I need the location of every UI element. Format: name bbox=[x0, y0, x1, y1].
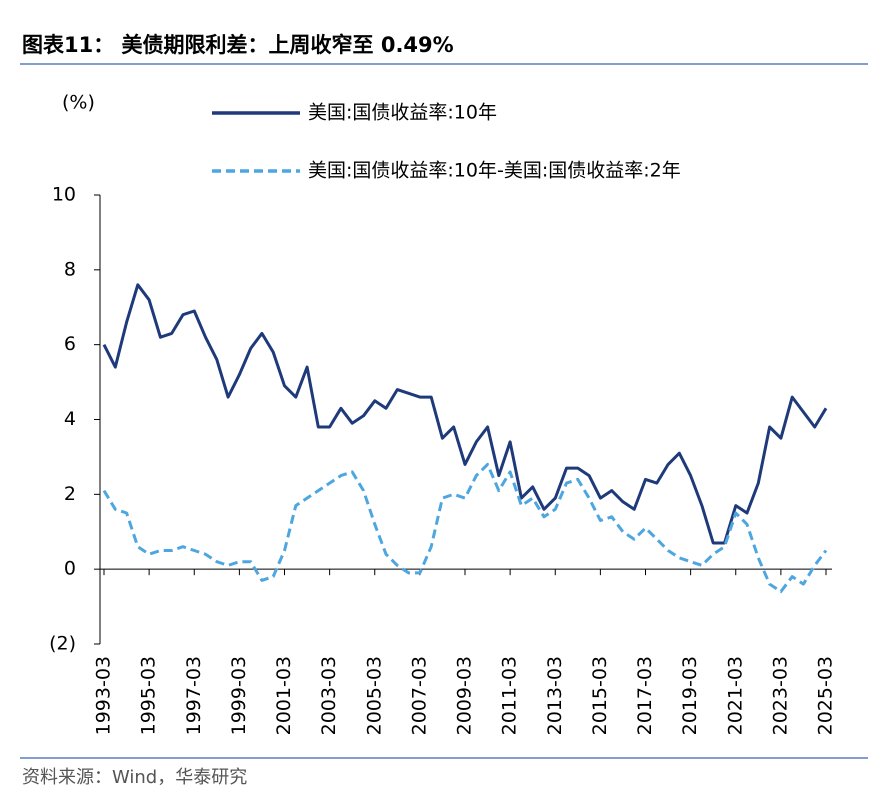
x-tick-label: 1993-03 bbox=[93, 656, 115, 735]
x-tick-label: 2013-03 bbox=[544, 656, 566, 735]
y-tick-label: (2) bbox=[49, 633, 76, 655]
source: 资料来源：Wind，华泰研究 bbox=[22, 767, 247, 788]
y-tick-label: 10 bbox=[52, 184, 76, 206]
x-tick-label: 2009-03 bbox=[454, 656, 476, 735]
y-tick-label: 0 bbox=[64, 558, 76, 580]
x-tick-label: 1995-03 bbox=[138, 656, 160, 735]
y-tick-label: 4 bbox=[64, 408, 76, 430]
y-tick-label: 8 bbox=[64, 258, 76, 280]
x-tick-label: 2003-03 bbox=[318, 656, 340, 735]
x-tick-label: 2007-03 bbox=[408, 656, 430, 735]
series-line bbox=[102, 283, 828, 545]
chart-title: 图表11： 美债期限利差：上周收窄至 0.49% bbox=[22, 33, 454, 57]
x-tick-label: 2015-03 bbox=[589, 656, 611, 735]
x-tick-label: 1997-03 bbox=[183, 656, 205, 735]
x-tick-label: 2017-03 bbox=[634, 656, 656, 735]
x-tick-label: 2025-03 bbox=[815, 656, 837, 735]
x-tick-label: 1999-03 bbox=[228, 656, 250, 735]
x-tick-label: 2023-03 bbox=[769, 656, 791, 735]
x-tick-label: 2011-03 bbox=[499, 656, 521, 735]
y-tick-label: 2 bbox=[64, 483, 76, 505]
y-unit: (%) bbox=[62, 92, 95, 114]
series-line bbox=[102, 462, 828, 594]
x-tick-label: 2021-03 bbox=[724, 656, 746, 735]
legend-label: 美国:国债收益率:10年 bbox=[308, 102, 497, 124]
legend-label: 美国:国债收益率:10年-美国:国债收益率:2年 bbox=[308, 160, 681, 182]
x-tick-label: 2019-03 bbox=[679, 656, 701, 735]
x-tick-label: 2001-03 bbox=[273, 656, 295, 735]
x-tick-label: 2005-03 bbox=[363, 656, 385, 735]
y-tick-label: 6 bbox=[64, 333, 76, 355]
